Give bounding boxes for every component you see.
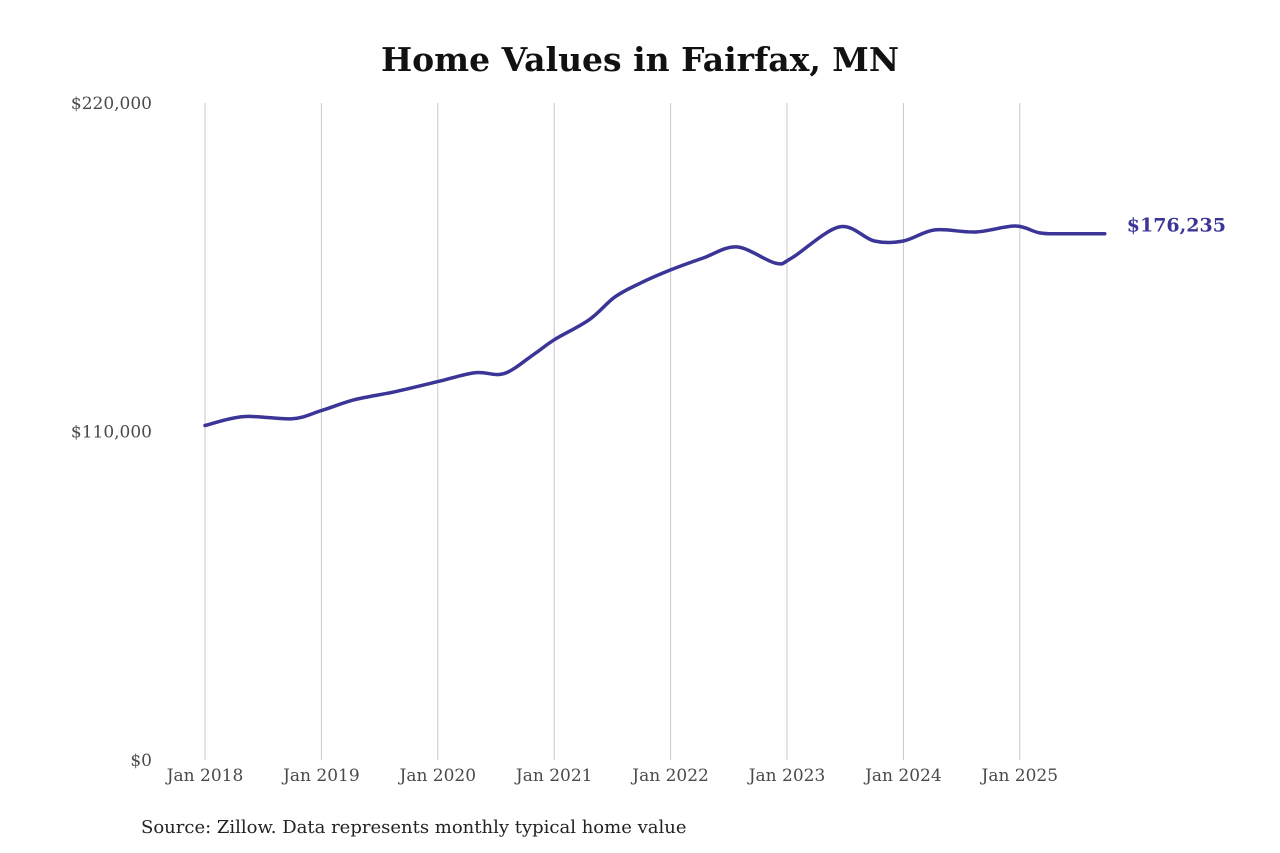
- x-tick-label: Jan 2019: [281, 766, 360, 786]
- x-tick-label: Jan 2021: [514, 766, 593, 786]
- x-tick-label: Jan 2018: [165, 766, 244, 786]
- x-tick-label: Jan 2020: [398, 766, 477, 786]
- y-axis: $0 $110,000 $220,000: [71, 94, 152, 771]
- chart-title: Home Values in Fairfax, MN: [380, 40, 899, 79]
- latest-value-label: $176,235: [1127, 215, 1226, 237]
- home-value-line: [203, 224, 1107, 428]
- x-tick-label: Jan 2025: [980, 766, 1059, 786]
- y-tick-label: $0: [130, 751, 152, 771]
- y-tick-label: $220,000: [71, 94, 152, 114]
- vertical-gridlines: [204, 103, 1021, 760]
- y-tick-label: $110,000: [71, 423, 152, 443]
- x-tick-label: Jan 2024: [863, 766, 942, 786]
- source-note: Source: Zillow. Data represents monthly …: [141, 817, 687, 838]
- x-tick-label: Jan 2023: [747, 766, 826, 786]
- x-axis: Jan 2018 Jan 2019 Jan 2020 Jan 2021 Jan 2022…: [165, 766, 1058, 786]
- x-tick-label: Jan 2022: [630, 766, 709, 786]
